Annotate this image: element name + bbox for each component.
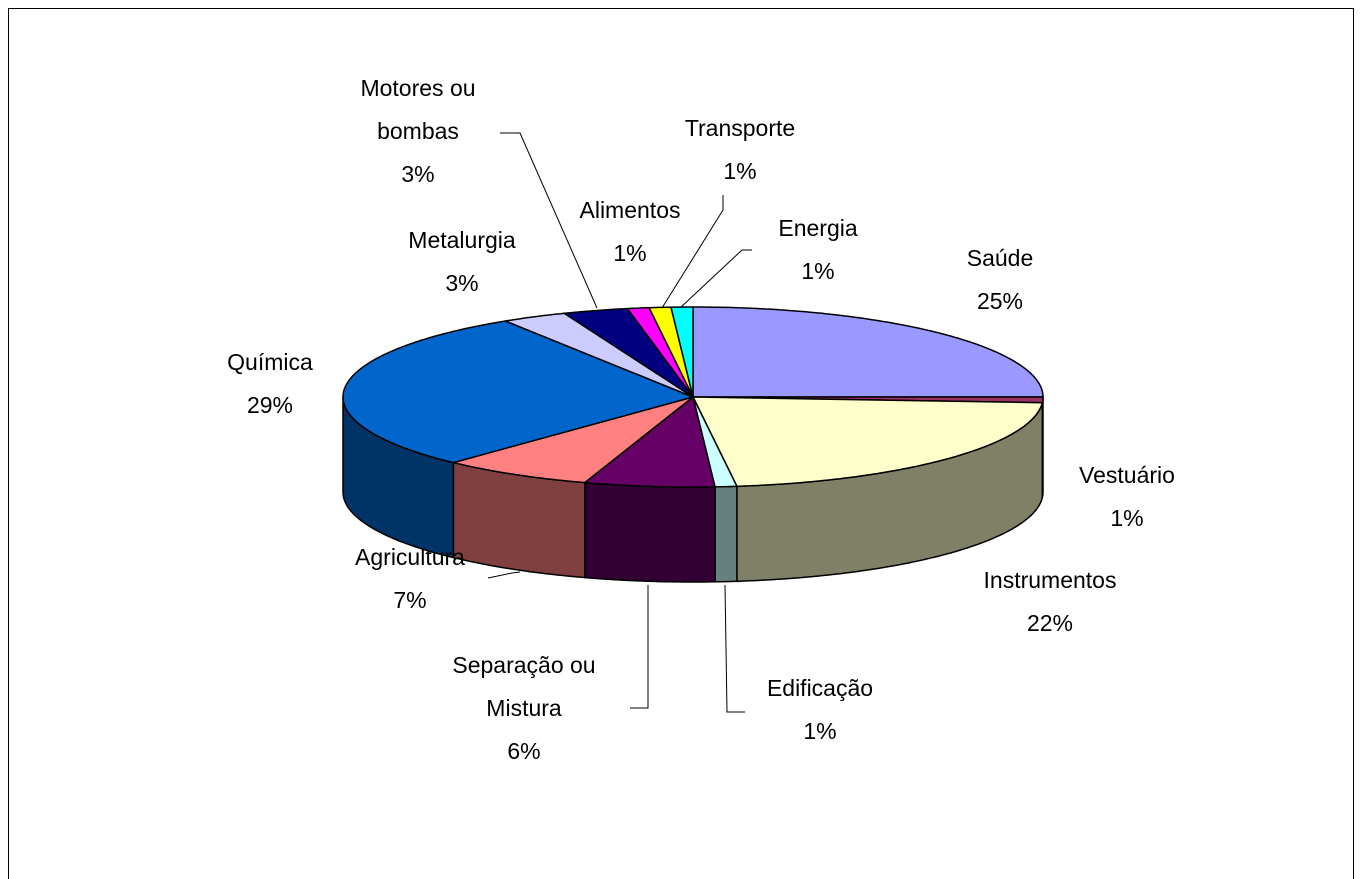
slice <box>582 395 716 488</box>
value-label: 22% <box>1026 610 1074 636</box>
category-label: Instrumentos <box>983 567 1117 593</box>
leader-line <box>724 584 745 713</box>
chart-frame <box>8 8 1354 879</box>
slice <box>691 396 1044 488</box>
slice-side <box>714 485 738 583</box>
category-label: Vestuário <box>1079 462 1175 488</box>
data-label: Química 29% <box>170 341 370 427</box>
value-label: 3% <box>401 161 435 187</box>
value-label: 29% <box>246 392 294 418</box>
category-label: Edificação <box>766 675 874 701</box>
value-label: 1% <box>801 258 835 284</box>
pie <box>342 306 1044 583</box>
leader-line <box>661 195 724 309</box>
data-label: Saúde 25% <box>900 237 1100 323</box>
leader-lines <box>487 132 752 713</box>
slice <box>647 306 694 398</box>
slice <box>502 312 694 398</box>
category-label: Saúde <box>966 245 1034 271</box>
slice <box>625 306 694 398</box>
category-label: Energia <box>778 215 858 241</box>
category-label: Agricultura <box>355 544 465 570</box>
data-label: Metalurgia 3% <box>362 219 562 305</box>
data-label: Vestuário 1% <box>1027 454 1227 540</box>
slice <box>670 306 694 398</box>
slice-side <box>584 481 716 583</box>
slice <box>692 306 1044 398</box>
data-label: Motores ou bombas 3% <box>333 67 503 196</box>
value-label: 1% <box>723 158 757 184</box>
data-label: Agricultura 7% <box>310 536 510 622</box>
value-label: 25% <box>976 288 1024 314</box>
category-label: Química <box>227 349 313 375</box>
leader-line <box>679 249 752 309</box>
category-label: Separação ou Mistura <box>452 652 596 721</box>
leader-line <box>487 571 521 579</box>
value-label: 7% <box>393 587 427 613</box>
leader-line <box>630 585 649 709</box>
data-label: Alimentos 1% <box>530 189 730 275</box>
category-label: Metalurgia <box>408 227 516 253</box>
slice <box>342 320 696 464</box>
data-label: Transporte 1% <box>640 107 840 193</box>
data-label: Edificação 1% <box>720 667 920 753</box>
data-label: Energia 1% <box>718 207 918 293</box>
category-label: Motores ou bombas <box>360 75 476 144</box>
slice <box>453 396 694 484</box>
value-label: 6% <box>507 738 541 764</box>
leader-line <box>500 132 598 309</box>
category-label: Alimentos <box>579 197 681 223</box>
value-label: 3% <box>445 270 479 296</box>
value-label: 1% <box>1110 505 1144 531</box>
data-label: Instrumentos 22% <box>950 559 1150 645</box>
data-label: Separação ou Mistura 6% <box>424 644 624 773</box>
category-label: Transporte <box>684 115 796 141</box>
slice <box>692 396 739 488</box>
slice <box>561 307 694 398</box>
value-label: 1% <box>803 718 837 744</box>
value-label: 1% <box>613 240 647 266</box>
